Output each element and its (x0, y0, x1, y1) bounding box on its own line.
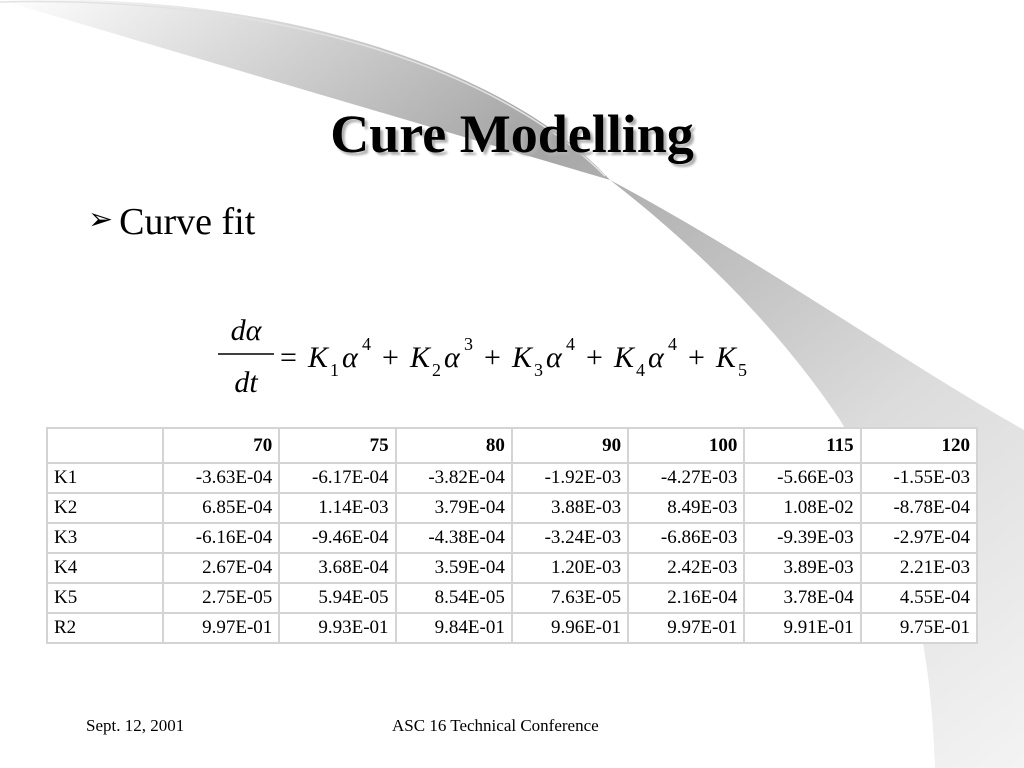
table-cell: -6.86E-03 (627, 522, 746, 554)
eq-subscript: 1 (330, 360, 339, 380)
eq-coefficient: K (307, 341, 330, 374)
table-cell: 2.16E-04 (627, 582, 746, 614)
column-header: 100 (627, 427, 746, 464)
table-cell: 2.21E-03 (859, 552, 979, 584)
column-header: 75 (278, 427, 397, 464)
eq-subscript: 2 (432, 360, 441, 380)
table-cell: 3.79E-04 (394, 492, 513, 524)
table-cell: 9.91E-01 (743, 612, 862, 644)
row-label: K4 (46, 552, 164, 584)
table-cell: -3.24E-03 (510, 522, 630, 554)
table-row: K3 -6.16E-04 -9.46E-04 -4.38E-04 -3.24E-03 -6… (46, 522, 979, 554)
eq-alpha: α (342, 341, 359, 374)
table-row: K4 2.67E-04 3.68E-04 3.59E-04 1.20E-03 2.42E-… (46, 552, 979, 584)
table-cell: 1.20E-03 (510, 552, 630, 584)
table-cell: 3.89E-03 (743, 552, 862, 584)
footer-conference: ASC 16 Technical Conference (392, 716, 599, 735)
table-cell: 3.78E-04 (743, 582, 862, 614)
table-cell: -9.39E-03 (743, 522, 862, 554)
table-cell: 8.49E-03 (627, 492, 746, 524)
table-cell: 7.63E-05 (510, 582, 630, 614)
eq-plus: + (382, 341, 399, 374)
row-label: K1 (46, 462, 164, 494)
table-row: K1 -3.63E-04 -6.17E-04 -3.82E-04 -1.92E-03 -4… (46, 462, 979, 494)
table-cell: 9.75E-01 (859, 612, 979, 644)
eq-numerator: dα (231, 314, 263, 347)
eq-exponent: 3 (464, 334, 473, 354)
table-row: K5 2.75E-05 5.94E-05 8.54E-05 7.63E-05 2.16E-… (46, 582, 979, 614)
table-cell: 5.94E-05 (278, 582, 397, 614)
footer-date: Sept. 12, 2001 (86, 716, 185, 735)
table-cell: 3.59E-04 (394, 552, 513, 584)
table-cell: 1.14E-03 (278, 492, 397, 524)
table-header-row: 70 75 80 90 100 115 120 (46, 427, 979, 464)
table-cell: -4.27E-03 (627, 462, 746, 494)
eq-alpha: α (546, 341, 563, 374)
rate-equation: dα dt = K 1 α 4 + K 2 α 3 + K 3 α 4 + K 4 α 4 + K 5 (212, 310, 832, 406)
table-cell: -1.55E-03 (859, 462, 979, 494)
eq-coefficient: K (511, 341, 534, 374)
table-cell: -8.78E-04 (859, 492, 979, 524)
column-header: 90 (510, 427, 630, 464)
table-cell: 9.97E-01 (627, 612, 746, 644)
eq-exponent: 4 (668, 334, 677, 354)
table-cell: 3.68E-04 (278, 552, 397, 584)
table-cell: 2.67E-04 (161, 552, 281, 584)
table-cell: 9.97E-01 (161, 612, 281, 644)
row-label: K5 (46, 582, 164, 614)
eq-coefficient: K (409, 341, 432, 374)
table-corner-cell (46, 427, 164, 464)
table-cell: -3.82E-04 (394, 462, 513, 494)
table-cell: -1.92E-03 (510, 462, 630, 494)
eq-alpha: α (444, 341, 461, 374)
table-cell: 9.93E-01 (278, 612, 397, 644)
table-cell: 2.75E-05 (161, 582, 281, 614)
table-cell: 3.88E-03 (510, 492, 630, 524)
slide-title: Cure Modelling (330, 104, 694, 164)
table-cell: 1.08E-02 (743, 492, 862, 524)
row-label: R2 (46, 612, 164, 644)
table-cell: -2.97E-04 (859, 522, 979, 554)
eq-equals: = (280, 341, 297, 374)
table-cell: -3.63E-04 (161, 462, 281, 494)
table-cell: 4.55E-04 (859, 582, 979, 614)
table-cell: -9.46E-04 (278, 522, 397, 554)
coefficient-table: 70 75 80 90 100 115 120 K1 -3.63E-04 -6.17E-04 -3… (46, 427, 979, 644)
table-cell: -4.38E-04 (394, 522, 513, 554)
eq-exponent: 4 (362, 334, 371, 354)
table-row: R2 9.97E-01 9.93E-01 9.84E-01 9.96E-01 9.97E-… (46, 612, 979, 644)
column-header: 70 (161, 427, 281, 464)
eq-coefficient: K (715, 341, 738, 374)
eq-plus: + (484, 341, 501, 374)
column-header: 80 (394, 427, 513, 464)
table-cell: -5.66E-03 (743, 462, 862, 494)
eq-alpha: α (648, 341, 665, 374)
column-header: 120 (859, 427, 979, 464)
table-cell: 9.96E-01 (510, 612, 630, 644)
eq-plus: + (688, 341, 705, 374)
bullet-text: Curve fit (119, 201, 256, 243)
eq-denominator: dt (234, 366, 258, 399)
eq-subscript: 4 (636, 360, 645, 380)
table-cell: -6.16E-04 (161, 522, 281, 554)
table-cell: 2.42E-03 (627, 552, 746, 584)
eq-coefficient: K (613, 341, 636, 374)
row-label: K3 (46, 522, 164, 554)
table-cell: -6.17E-04 (278, 462, 397, 494)
eq-exponent: 4 (566, 334, 575, 354)
eq-subscript: 5 (738, 360, 747, 380)
column-header: 115 (743, 427, 862, 464)
eq-subscript: 3 (534, 360, 543, 380)
table-row: K2 6.85E-04 1.14E-03 3.79E-04 3.88E-03 8.49E-… (46, 492, 979, 524)
eq-plus: + (586, 341, 603, 374)
bullet-curve-fit: ➢ Curve fit (88, 198, 255, 246)
table-cell: 9.84E-01 (394, 612, 513, 644)
arrowhead-bullet-icon: ➢ (88, 203, 114, 236)
row-label: K2 (46, 492, 164, 524)
table-cell: 6.85E-04 (161, 492, 281, 524)
table-cell: 8.54E-05 (394, 582, 513, 614)
